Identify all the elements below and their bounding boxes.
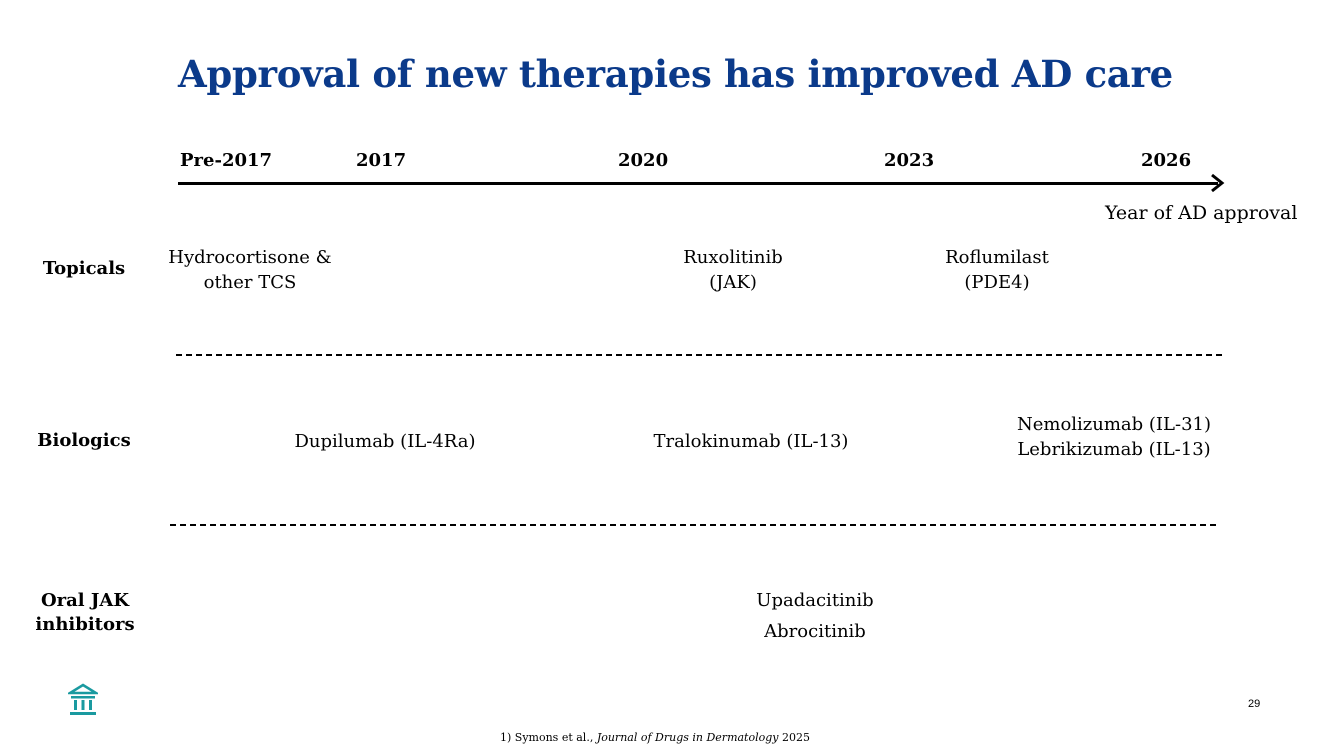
row-label-line: inhibitors: [35, 614, 135, 635]
slide-title: Approval of new therapies has improved A…: [178, 52, 1173, 96]
footnote-year: 2025: [778, 731, 810, 744]
year-2026: 2026: [1141, 150, 1192, 171]
therapy-tralokinumab: Tralokinumab (IL-13): [636, 429, 866, 454]
year-2023: 2023: [884, 150, 935, 171]
footnote-citation: 1) Symons et al., Journal of Drugs in De…: [500, 731, 810, 744]
therapy-line: Dupilumab (IL-4Ra): [294, 431, 476, 452]
therapy-line: Abrocitinib: [764, 621, 866, 642]
therapy-roflumilast: Roflumilast (PDE4): [897, 245, 1097, 295]
row-label-biologics: Biologics: [37, 430, 131, 451]
row-divider: [170, 524, 1216, 526]
row-label-topicals: Topicals: [42, 258, 126, 279]
therapy-line: other TCS: [203, 272, 297, 293]
therapy-ruxolitinib: Ruxolitinib (JAK): [633, 245, 833, 295]
therapy-hydrocortisone: Hydrocortisone & other TCS: [150, 245, 350, 295]
therapy-line: Roflumilast: [945, 247, 1049, 268]
row-label-line: Oral JAK: [40, 590, 130, 611]
page-number: 29: [1248, 698, 1261, 710]
therapy-line: Tralokinumab (IL-13): [653, 431, 849, 452]
row-divider: [176, 354, 1222, 356]
footnote-prefix: 1) Symons et al.,: [500, 731, 597, 744]
therapy-line: (JAK): [709, 272, 757, 293]
therapy-nemolizumab-lebrikizumab: Nemolizumab (IL-31) Lebrikizumab (IL-13): [999, 412, 1229, 462]
year-pre-2017: Pre-2017: [180, 150, 273, 171]
arrow-right-icon: [1211, 173, 1225, 193]
axis-caption: Year of AD approval: [1105, 202, 1298, 224]
therapy-line: (PDE4): [964, 272, 1030, 293]
therapy-oral-jak: Upadacitinib Abrocitinib: [735, 585, 895, 647]
therapy-line: Upadacitinib: [756, 590, 874, 611]
therapy-line: Hydrocortisone &: [168, 247, 332, 268]
row-label-oral-jak: Oral JAK inhibitors: [26, 589, 144, 637]
footnote-journal: Journal of Drugs in Dermatology: [596, 731, 779, 744]
therapy-line: Ruxolitinib: [683, 247, 783, 268]
therapy-line: Lebrikizumab (IL-13): [1017, 439, 1211, 460]
therapy-dupilumab: Dupilumab (IL-4Ra): [270, 429, 500, 454]
timeline-axis: [178, 182, 1218, 185]
institution-building-icon: [68, 683, 98, 715]
year-2020: 2020: [618, 150, 669, 171]
year-2017: 2017: [356, 150, 407, 171]
therapy-line: Nemolizumab (IL-31): [1016, 414, 1212, 435]
